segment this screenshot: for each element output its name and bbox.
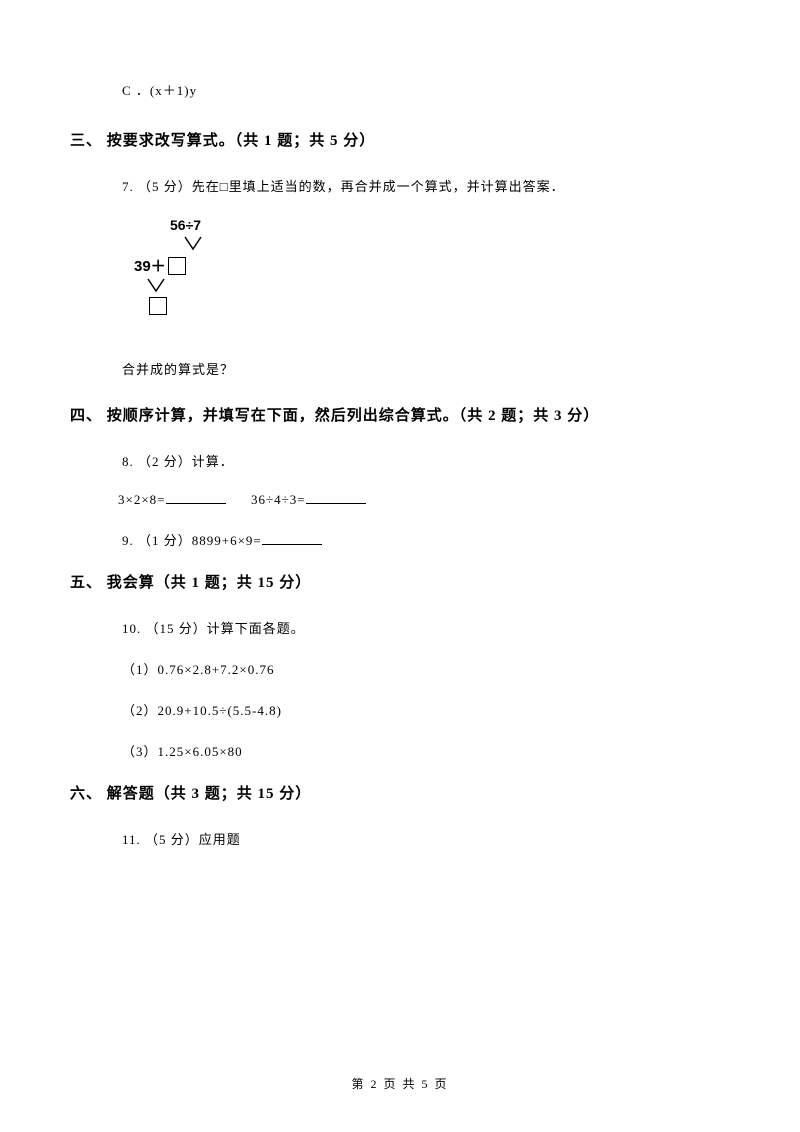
section-4-heading: 四、 按顺序计算，并填写在下面，然后列出综合算式。（共 2 题；共 3 分） [70, 404, 730, 425]
diagram-mid-expression: 39＋ [134, 255, 186, 276]
q9-prefix: 9. （1 分）8899+6×9= [122, 533, 262, 548]
diagram-arrow-1 [183, 235, 203, 256]
question-8: 8. （2 分）计算． [122, 451, 730, 470]
diagram-box-1 [168, 257, 186, 275]
blank-3 [262, 533, 322, 545]
diagram-top-expression: 56÷7 [170, 217, 201, 233]
question-10-3: （3）1.25×6.05×80 [122, 741, 730, 760]
question-8-expressions: 3×2×8= 36÷4÷3= [118, 492, 730, 508]
question-10: 10. （15 分）计算下面各题。 [122, 618, 730, 637]
blank-1 [166, 492, 226, 504]
diagram-mid-prefix: 39＋ [134, 255, 166, 276]
expression-diagram: 56÷7 39＋ [122, 217, 252, 337]
q8-expr2: 36÷4÷3= [251, 492, 306, 507]
question-10-1: （1）0.76×2.8+7.2×0.76 [122, 659, 730, 678]
diagram-box-2 [147, 297, 167, 315]
page-footer: 第 2 页 共 5 页 [0, 1075, 800, 1092]
section-6-heading: 六、 解答题（共 3 题；共 15 分） [70, 782, 730, 803]
question-7-end: 合并成的算式是？ [122, 359, 730, 378]
option-c: C ．(x＋1)y [122, 80, 730, 99]
section-5-heading: 五、 我会算（共 1 题；共 15 分） [70, 571, 730, 592]
section-3-heading: 三、 按要求改写算式。（共 1 题；共 5 分） [70, 129, 730, 150]
q8-expr1: 3×2×8= [118, 492, 166, 507]
question-10-2: （2）20.9+10.5÷(5.5-4.8) [122, 700, 730, 719]
question-9: 9. （1 分）8899+6×9= [122, 530, 730, 549]
question-7: 7. （5 分）先在□里填上适当的数，再合并成一个算式，并计算出答案． [122, 176, 730, 195]
question-11: 11. （5 分）应用题 [122, 829, 730, 848]
diagram-arrow-2 [146, 277, 166, 298]
blank-2 [306, 492, 366, 504]
